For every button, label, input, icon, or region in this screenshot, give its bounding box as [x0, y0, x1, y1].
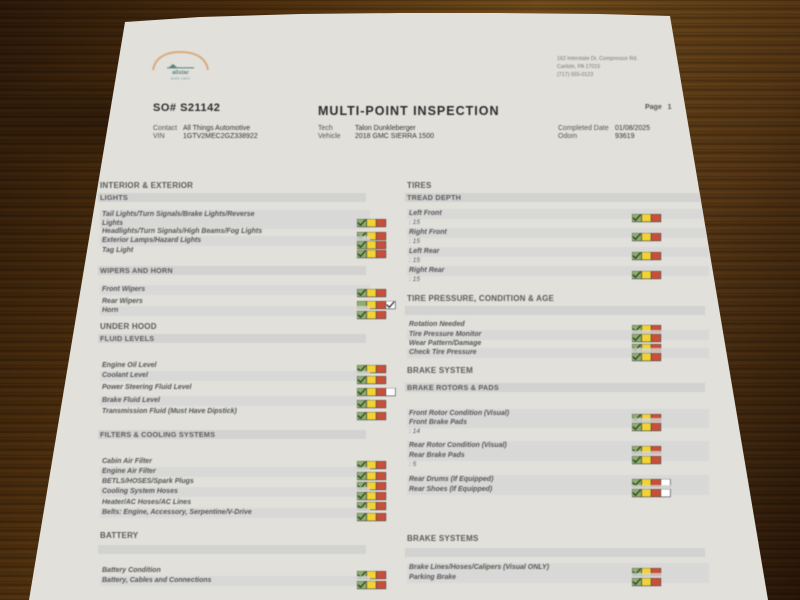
svg-text:auto care: auto care — [171, 76, 191, 81]
